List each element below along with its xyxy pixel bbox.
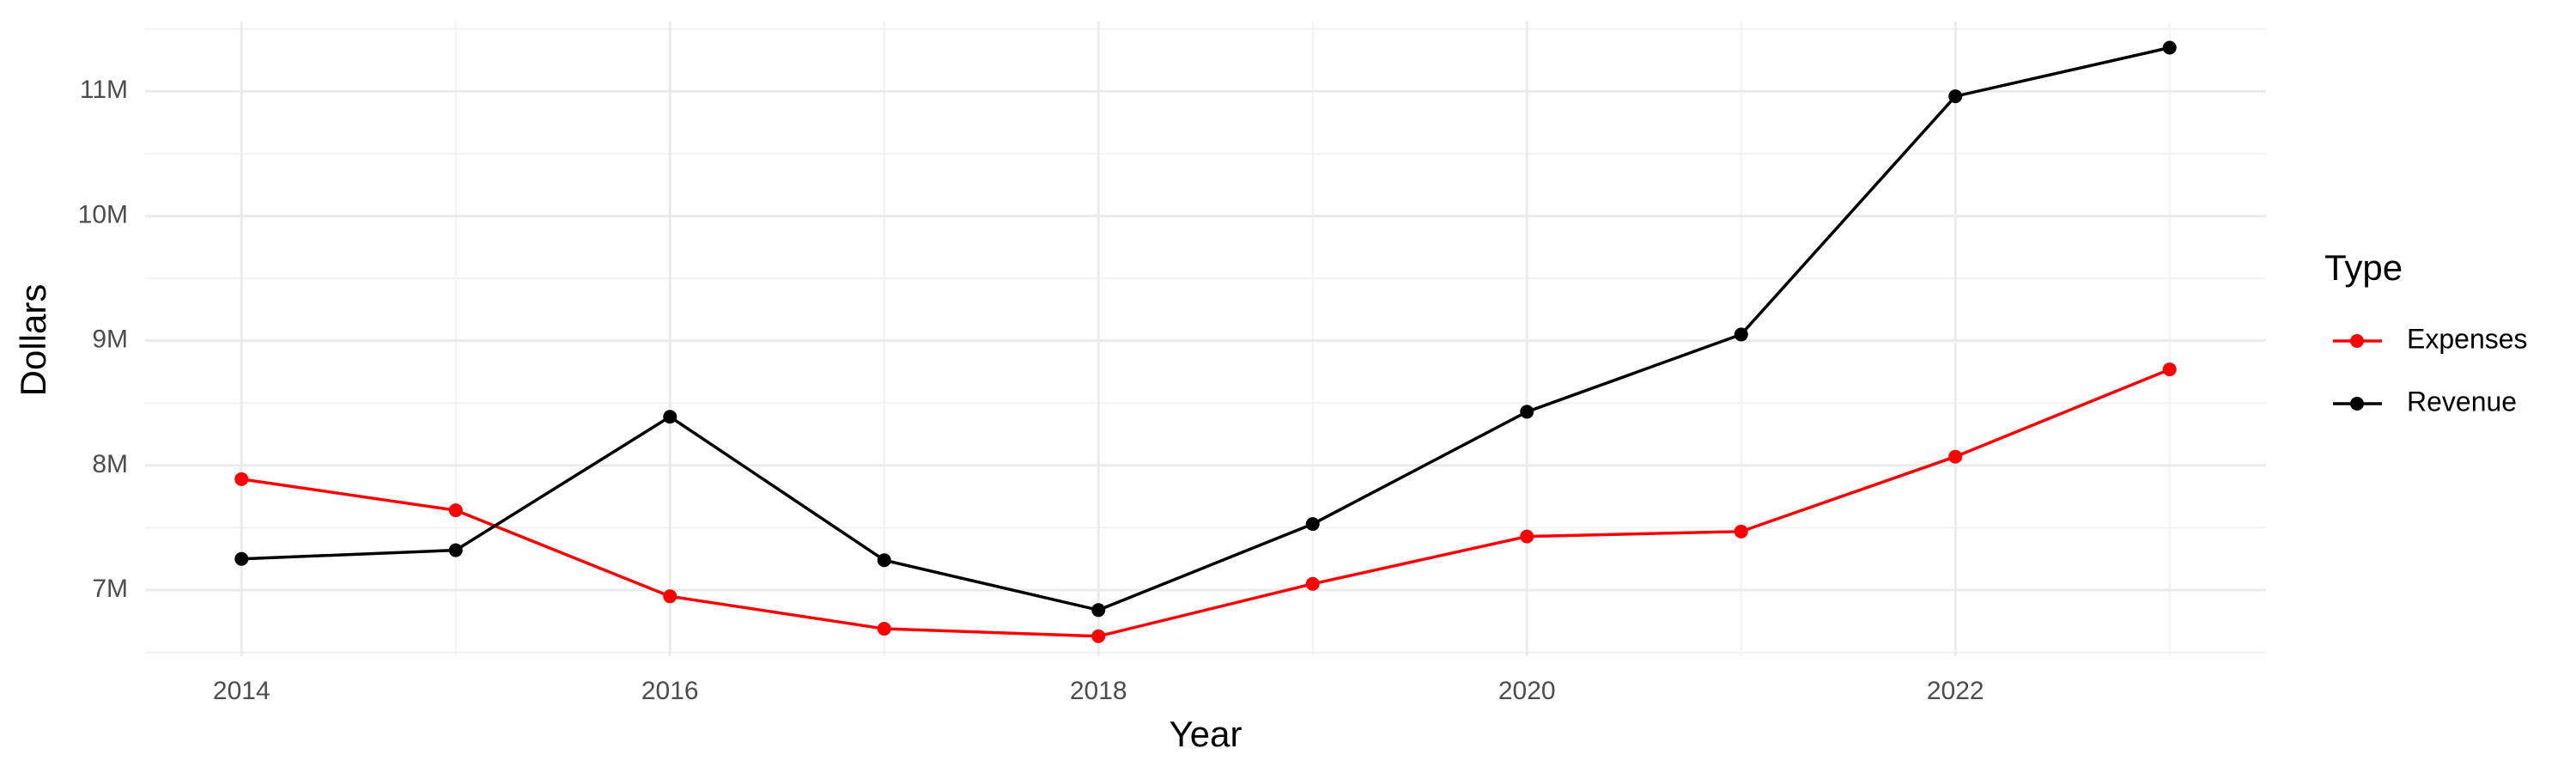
x-tick-label: 2022 [1927,677,1984,705]
data-point [234,472,249,486]
y-tick-label: 7M [92,575,128,603]
x-tick-label: 2020 [1498,677,1556,705]
data-point [2162,362,2177,377]
data-point [448,503,463,518]
data-point [2162,40,2177,55]
data-point [1305,517,1320,532]
data-point [1734,524,1748,539]
y-tick-label: 8M [92,450,128,478]
y-axis-title: Dollars [13,284,53,397]
legend-title: Type [2324,247,2403,288]
y-tick-label: 10M [78,200,128,228]
legend-label: Revenue [2407,386,2517,417]
data-point [234,551,249,566]
series-line [241,368,2171,638]
data-point [1305,576,1320,591]
y-tick-label: 11M [80,76,128,104]
data-point [1520,405,1534,419]
data-point [877,622,891,636]
x-tick-label: 2014 [213,677,270,705]
data-point [448,543,463,557]
data-point [663,589,677,604]
data-point [1520,529,1534,544]
data-point [877,553,891,568]
x-tick-label: 2018 [1070,677,1127,705]
data-point [1091,629,1106,643]
x-tick-label: 2016 [641,677,699,705]
y-tick-label: 9M [92,326,128,354]
legend-marker [2350,397,2364,411]
legend-marker [2350,334,2364,348]
data-point [1734,327,1748,342]
data-point [1091,603,1106,618]
data-point [1948,89,1963,104]
series-line [241,46,2171,612]
data-point [1948,449,1963,464]
x-axis-title: Year [1170,714,1242,754]
data-point [663,410,677,424]
legend-label: Expenses [2407,323,2528,354]
